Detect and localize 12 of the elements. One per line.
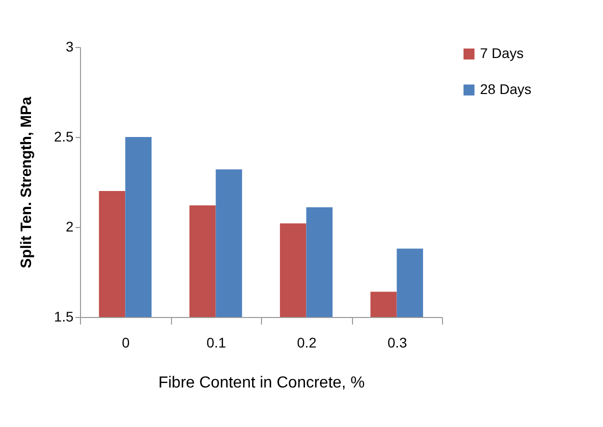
legend-label: 7 Days (480, 45, 524, 61)
x-tick-label: 0 (122, 334, 130, 350)
y-tick-label: 2.5 (54, 128, 74, 144)
legend-label: 28 Days (480, 81, 532, 97)
y-tick-label: 3 (66, 38, 74, 54)
x-axis-title: Fibre Content in Concrete, % (158, 374, 365, 392)
y-tick-label: 1.5 (54, 308, 74, 324)
x-tick-label: 0.2 (297, 334, 317, 350)
y-tick-label: 2 (66, 218, 74, 234)
y-axis-title: Split Ten. Strength, MPa (18, 96, 36, 268)
x-tick-label: 0.1 (206, 334, 226, 350)
x-tick-label: 0.3 (388, 334, 408, 350)
